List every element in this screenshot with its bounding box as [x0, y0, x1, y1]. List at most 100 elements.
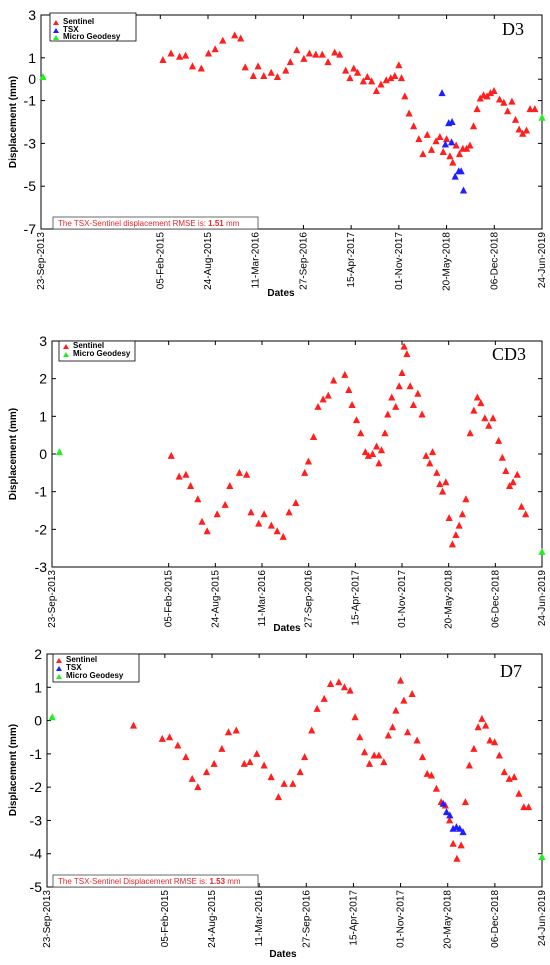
panel-label: D7 [500, 661, 522, 681]
tsx-point [459, 828, 467, 836]
sentinel-point [485, 421, 493, 429]
tsx-point [439, 799, 447, 807]
panel-label: D3 [502, 19, 524, 39]
sentinel-point [243, 470, 251, 478]
y-tick-label: -5 [30, 879, 43, 895]
sentinel-point [360, 748, 369, 756]
sentinel-point [296, 768, 304, 776]
sentinel-point [260, 510, 268, 518]
legend-marker-tsx [53, 28, 59, 33]
sentinel-point [348, 401, 356, 409]
y-axis-label: Displacement (mm) [8, 408, 19, 500]
legend-marker-micro-geodesy [63, 352, 69, 357]
sentinel-point [182, 753, 190, 761]
sentinel-point [260, 71, 268, 79]
plot-area [40, 14, 543, 230]
sentinel-point [305, 49, 313, 57]
sentinel-point [364, 451, 372, 459]
sentinel-point [392, 706, 400, 714]
sentinel-point [423, 130, 431, 138]
x-axis-label: Dates [267, 288, 295, 299]
y-tick-label: -5 [24, 178, 37, 194]
y-tick-label: 1 [34, 679, 42, 695]
panel-cd3: 3 2 1 0 -1 -2 -3 23-Sep-2013 05-Feb-2015 24-Aug-… [8, 333, 548, 634]
sentinel-point [357, 429, 365, 437]
y-tick-label: -4 [30, 846, 43, 862]
sentinel-point [226, 482, 234, 490]
sentinel-point [285, 508, 293, 516]
sentinel-point [395, 61, 403, 69]
micro-geodesy-point [48, 713, 56, 721]
x-tick-label: 11-Mar-2016 [257, 570, 268, 627]
y-tick-label: -7 [24, 221, 37, 237]
rmse-prefix: The TSX-Sentinel displacement RMSE is: [58, 219, 208, 228]
sentinel-point [211, 45, 219, 53]
rmse-unit: mm [224, 219, 240, 228]
sentinel-point [413, 736, 421, 744]
sentinel-point [300, 54, 308, 62]
sentinel-point [232, 726, 240, 734]
sentinel-point [426, 459, 434, 467]
sentinel-point [336, 50, 344, 58]
sentinel-point [167, 49, 175, 57]
sentinel-point [247, 508, 255, 516]
sentinel-point [308, 726, 316, 734]
sentinel-point [409, 401, 418, 409]
sentinel-point [531, 105, 539, 113]
sentinel-point [361, 448, 369, 456]
sentinel-point [341, 370, 349, 378]
x-tick-label: 23-Sep-2013 [36, 232, 47, 290]
sentinel-point [400, 696, 408, 704]
sentinel-point [219, 36, 227, 44]
sentinel-point [519, 129, 527, 137]
sentinel-point [198, 517, 206, 525]
rmse-value: 1.51 [208, 219, 224, 228]
sentinel-point [470, 744, 478, 752]
sentinel-point [158, 734, 166, 742]
sentinel-point [410, 122, 418, 130]
sentinel-point [491, 738, 499, 746]
sentinel-point [453, 854, 461, 862]
sentinel-point [267, 773, 275, 781]
sentinel-point [301, 753, 309, 761]
y-tick-label: 1 [39, 408, 47, 424]
sentinel-point [522, 510, 530, 518]
sentinel-point [439, 487, 447, 495]
sentinel-point [470, 406, 478, 414]
sentinel-point [524, 803, 533, 811]
y-tick-label: 0 [34, 713, 42, 729]
legend-label-tsx: TSX [63, 25, 79, 34]
svg-text:The TSX-Sentinel displacement: The TSX-Sentinel displacement RMSE is: 1… [58, 219, 240, 228]
sentinel-point [274, 793, 283, 801]
sentinel-point [165, 733, 174, 741]
sentinel-point [406, 382, 414, 390]
sentinel-point [330, 376, 338, 384]
x-tick-label: 24-Jun-2019 [537, 570, 548, 627]
sentinel-point [340, 683, 349, 691]
legend-label-micro-geodesy: Micro Geodesy [73, 349, 131, 358]
sentinel-point [509, 478, 517, 486]
y-tick-label: -1 [30, 746, 43, 762]
sentinel-point [175, 472, 183, 480]
x-tick-label: 20-May-2018 [442, 232, 453, 291]
sentinel-point [469, 122, 478, 130]
sentinel-point [231, 31, 239, 39]
x-tick-label: 15-Apr-2017 [350, 570, 361, 626]
sentinel-point [508, 97, 516, 105]
svg-text:The TSX-Sentinel Displacement: The TSX-Sentinel Displacement RMSE is: 1… [58, 877, 241, 886]
legend-label-micro-geodesy: Micro Geodesy [66, 671, 124, 680]
sentinel-point [210, 759, 218, 767]
sentinel-point [289, 779, 297, 787]
sentinel-point [391, 71, 399, 79]
x-tick-label: 05-Feb-2015 [160, 890, 171, 948]
sentinel-point [351, 713, 359, 721]
legend-marker-micro-geodesy [53, 35, 59, 40]
y-axis: 3 2 1 0 -1 -2 -3 [35, 333, 542, 575]
sentinel-point [350, 64, 358, 72]
sentinel-point [418, 753, 427, 761]
legend-label-tsx: TSX [66, 663, 82, 672]
sentinel-point [353, 68, 362, 76]
x-axis: 23-Sep-2013 05-Feb-2015 24-Aug-2015 11-Mar-… [47, 341, 548, 629]
sentinel-point [442, 478, 450, 486]
